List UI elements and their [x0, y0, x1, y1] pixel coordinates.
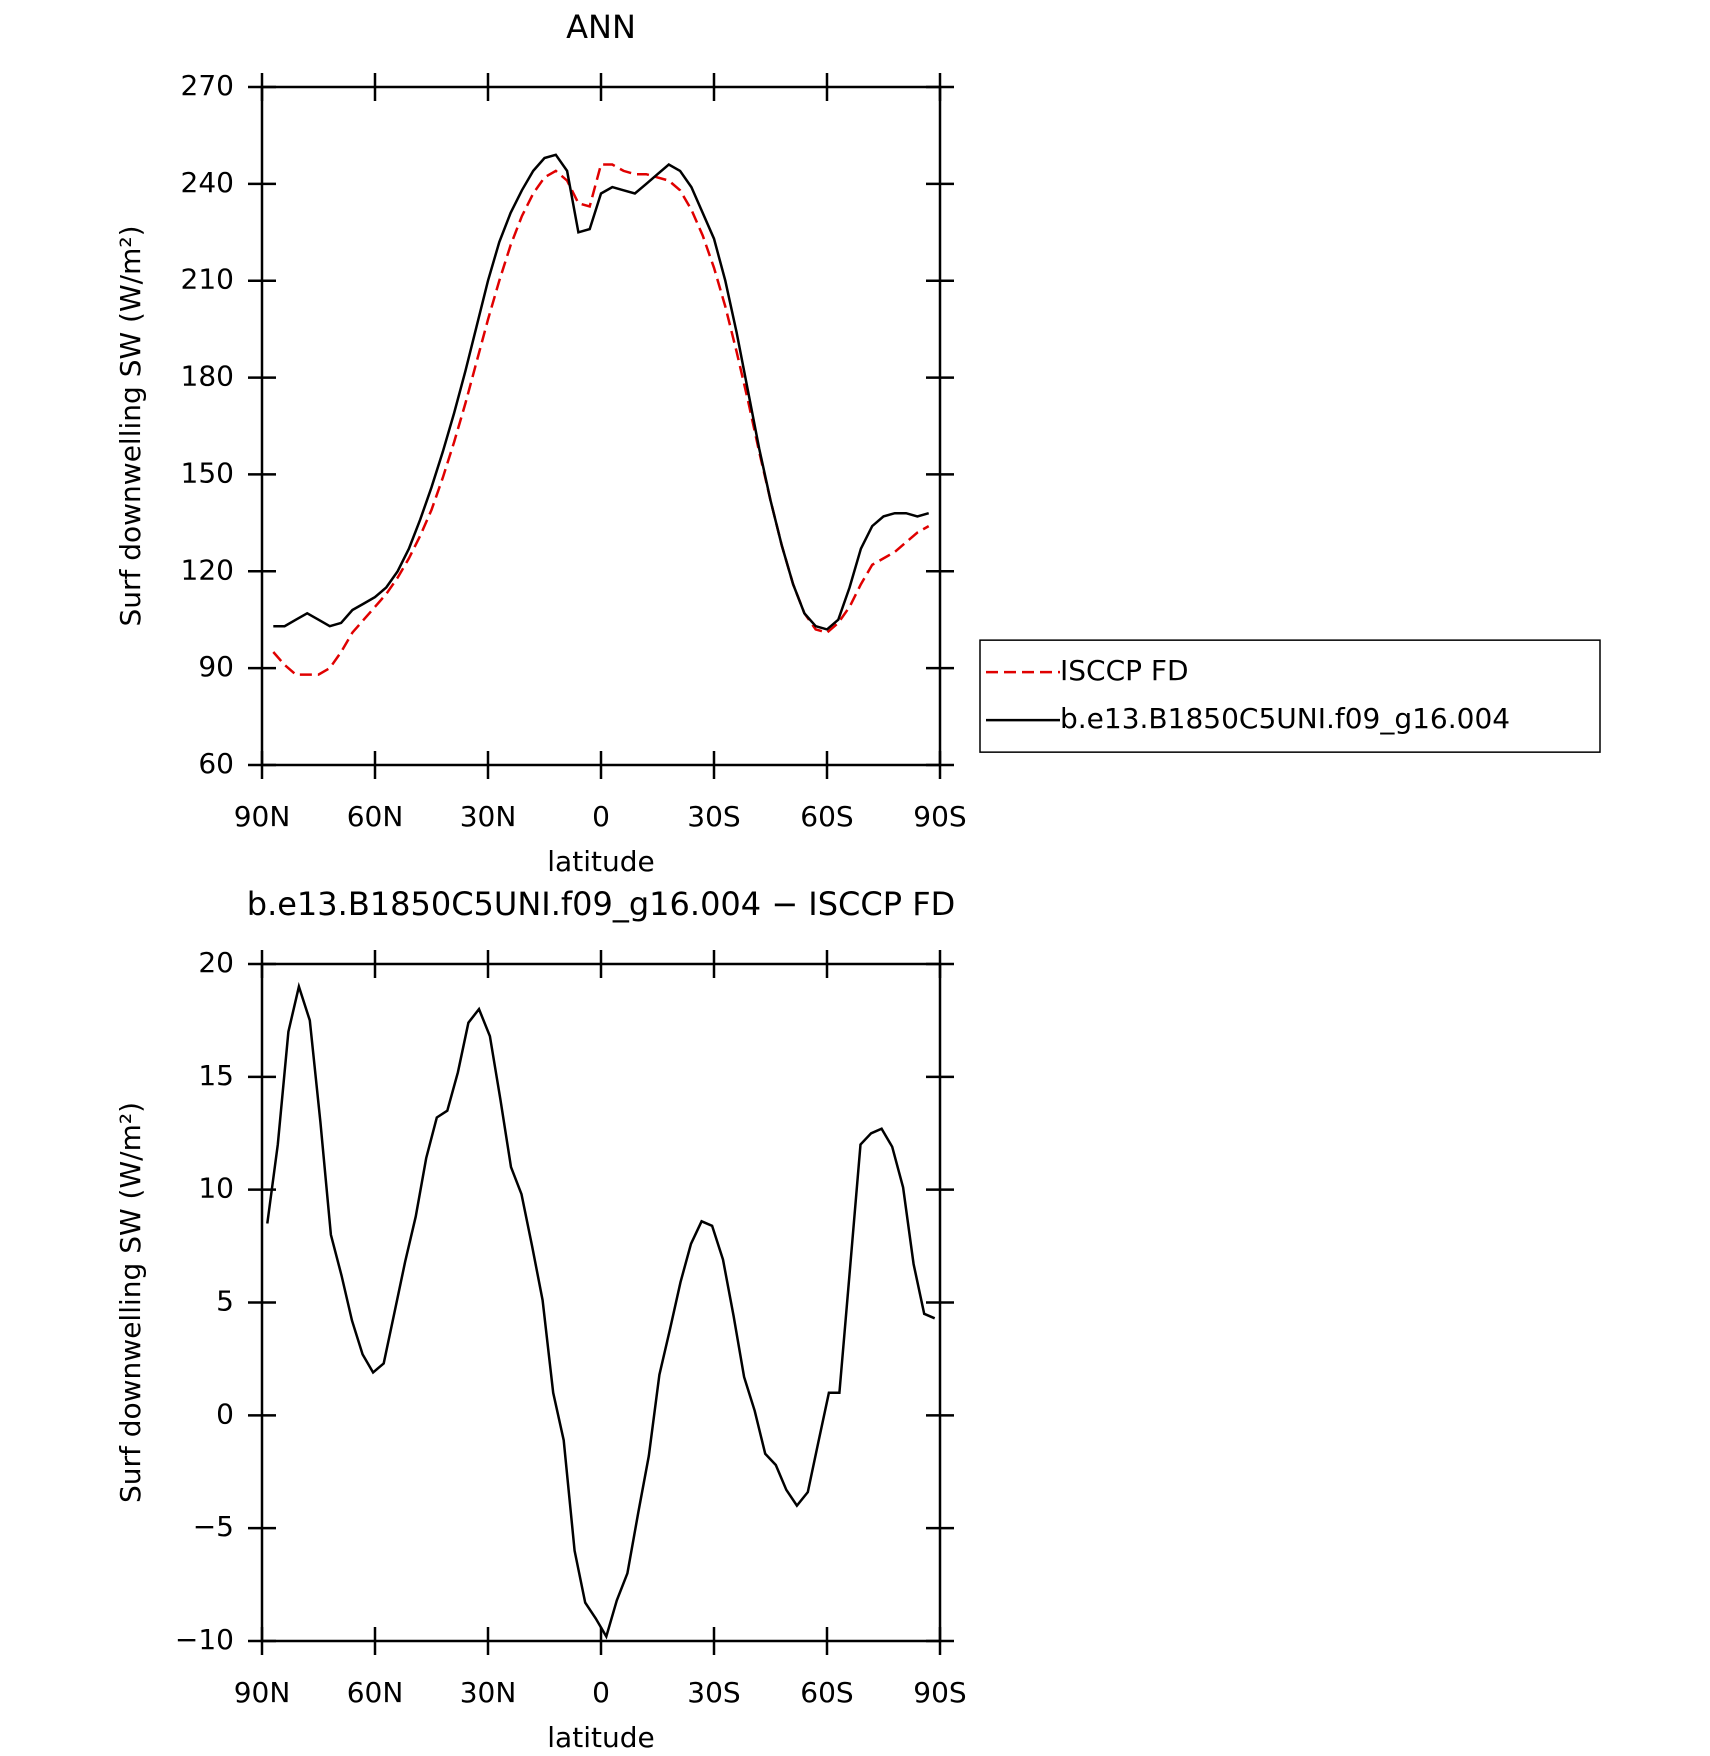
plot-frame	[260, 85, 942, 767]
data-line	[273, 153, 930, 631]
x-axis-label: latitude	[547, 845, 654, 878]
y-tick-label: 180	[181, 360, 234, 393]
chart-title: b.e13.B1850C5UNI.f09_g16.004 − ISCCP FD	[247, 885, 956, 923]
x-tick-label: 60S	[800, 800, 853, 833]
x-tick-label: 90N	[234, 800, 291, 833]
x-tick-label: 60N	[347, 800, 404, 833]
x-tick-label: 30N	[460, 800, 517, 833]
x-tick-label: 60S	[800, 1676, 853, 1709]
y-tick-label: 210	[181, 263, 234, 296]
x-tick-label: 0	[592, 800, 610, 833]
y-tick-label: 150	[181, 456, 234, 489]
y-tick-label: 270	[181, 69, 234, 102]
x-tick-label: 60N	[347, 1676, 404, 1709]
x-tick-label: 90S	[913, 1676, 966, 1709]
x-tick-label: 90N	[234, 1676, 291, 1709]
data-line	[272, 163, 930, 676]
plot-frame	[260, 962, 942, 1643]
y-tick-label: 60	[198, 747, 234, 780]
x-tick-label: 0	[592, 1676, 610, 1709]
legend-box	[979, 639, 1601, 753]
y-tick-label: −5	[193, 1510, 234, 1543]
y-axis-label: Surf downwelling SW (W/m²)	[114, 1102, 147, 1503]
y-tick-label: −10	[175, 1623, 234, 1656]
y-tick-label: 5	[216, 1285, 234, 1318]
x-tick-label: 90S	[913, 800, 966, 833]
y-tick-label: 10	[198, 1172, 234, 1205]
data-line	[266, 981, 936, 1640]
y-axis-label: Surf downwelling SW (W/m²)	[114, 225, 147, 626]
y-tick-label: 20	[198, 946, 234, 979]
y-tick-label: 240	[181, 166, 234, 199]
x-tick-label: 30S	[687, 800, 740, 833]
x-tick-label: 30S	[687, 1676, 740, 1709]
y-tick-label: 90	[198, 650, 234, 683]
x-axis-label: latitude	[547, 1721, 654, 1754]
y-tick-label: 15	[198, 1059, 234, 1092]
legend-label: ISCCP FD	[1060, 654, 1189, 687]
chart-title: ANN	[566, 8, 636, 46]
y-tick-label: 0	[216, 1397, 234, 1430]
y-tick-label: 120	[181, 553, 234, 586]
x-tick-label: 30N	[460, 1676, 517, 1709]
legend-label: b.e13.B1850C5UNI.f09_g16.004	[1060, 702, 1510, 735]
